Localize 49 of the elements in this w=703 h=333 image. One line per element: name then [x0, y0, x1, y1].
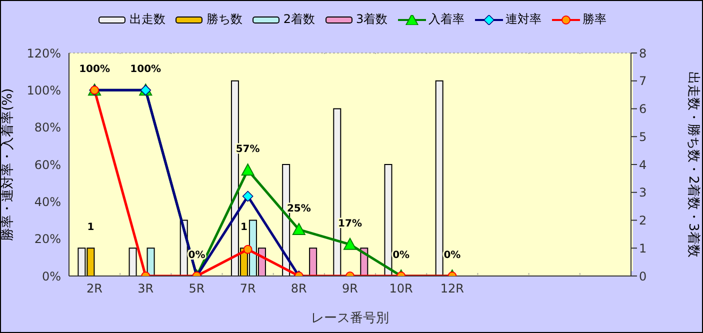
x-tick-label: 3R: [138, 282, 154, 296]
bar: [435, 80, 444, 276]
x-tick-label: 10R: [389, 282, 413, 296]
x-axis-title: レース番号別: [311, 311, 389, 326]
data-label: 1: [87, 222, 94, 234]
legend-label: 2着数: [282, 11, 315, 28]
legend-label: 勝率: [582, 11, 607, 28]
y2-tick-label: 4: [639, 158, 647, 172]
bar: [309, 248, 318, 276]
x-tick-label: 2R: [86, 282, 103, 296]
x-tick-label: 9R: [342, 282, 358, 296]
point: [241, 164, 254, 176]
data-label: 1: [240, 222, 248, 234]
y2-tick-label: 3: [639, 186, 647, 200]
data-label: 100%: [130, 64, 162, 76]
legend-label: 連対率: [504, 11, 542, 28]
y2-tick-label: 7: [639, 74, 647, 88]
x-tick-label: 12R: [440, 282, 464, 296]
y-tick-label: 120%: [26, 46, 61, 60]
x-tick-label: 7R: [240, 282, 256, 296]
data-label: 100%: [79, 64, 110, 76]
legend-label: 勝ち数: [205, 11, 242, 28]
y2-tick-label: 2: [639, 214, 647, 228]
data-label: 0%: [444, 250, 461, 261]
y2-tick-label: 1: [639, 241, 647, 256]
y2-tick-label: 0: [639, 269, 647, 284]
y-tick-label: 40%: [34, 194, 61, 209]
y2-tick-label: 5: [639, 130, 647, 144]
bar: [128, 248, 137, 276]
y-tick-label: 20%: [34, 232, 61, 246]
legend-label: 出走数: [128, 11, 166, 28]
legend-label: 入着率: [428, 11, 465, 28]
y-tick-label: 0%: [42, 269, 61, 284]
point: [292, 223, 306, 236]
data-label: 0%: [392, 250, 410, 261]
bar: [384, 164, 392, 276]
point: [242, 190, 254, 202]
point: [344, 238, 356, 250]
y-tick-label: 80%: [34, 120, 61, 135]
y-tick-label: 100%: [26, 83, 61, 98]
y-tick-label: 60%: [34, 158, 61, 172]
legend-label: 3着数: [355, 11, 388, 28]
y2-tick-label: 6: [639, 102, 647, 116]
x-tick-label: 5R: [188, 282, 205, 296]
y2-tick-label: 8: [639, 46, 647, 60]
x-tick-label: 8R: [290, 282, 307, 296]
point: [243, 244, 252, 254]
bar: [146, 248, 155, 276]
y2-axis-title: 出走数・勝ち数・2着数・3着数: [685, 72, 702, 258]
